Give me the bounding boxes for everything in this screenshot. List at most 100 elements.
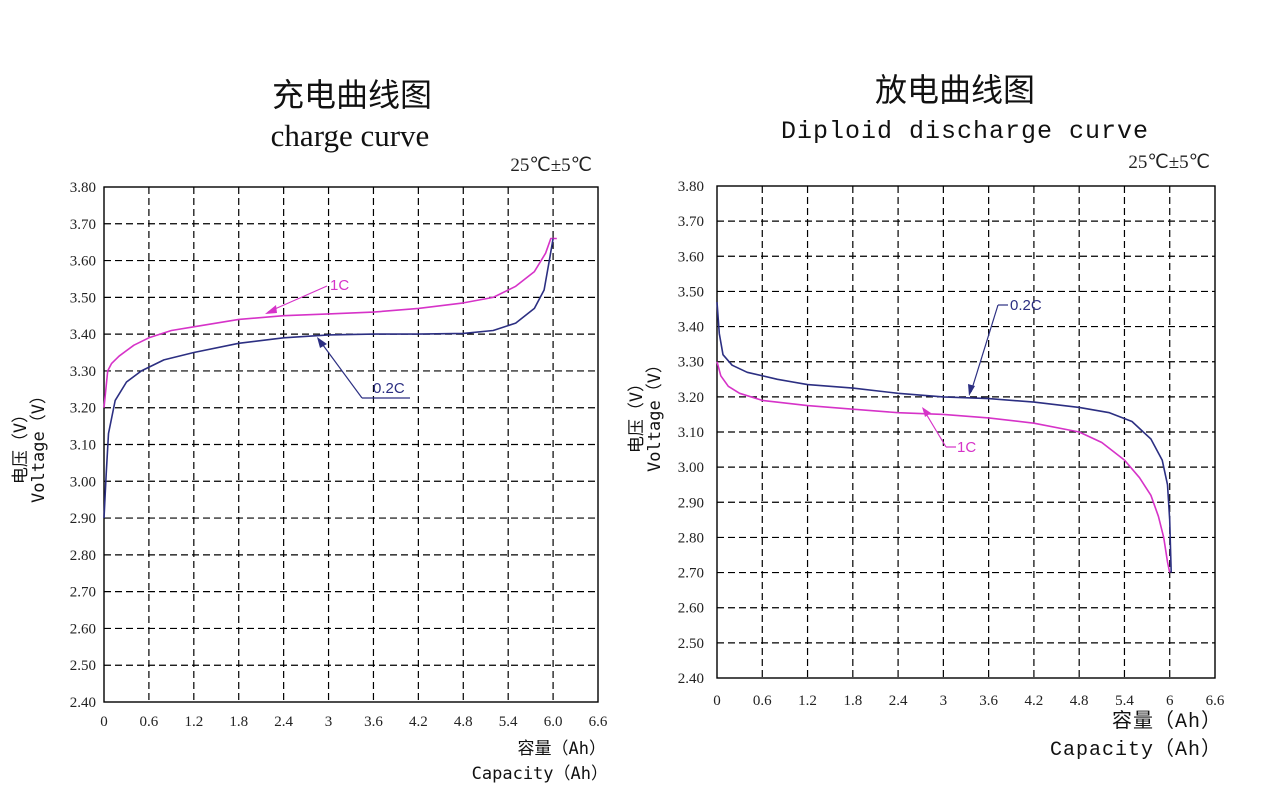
charge-1c-leader-line bbox=[267, 285, 328, 313]
discharge-02c-leader-line bbox=[970, 304, 999, 393]
x-tick-label: 0.6 bbox=[753, 693, 772, 709]
x-tick-label: 3 bbox=[940, 693, 948, 709]
charge-y-ticks: 2.40 2.50 2.60 2.70 2.80 2.90 3.00 3.10 3.20 3.30… bbox=[70, 180, 96, 711]
discharge-y-axis-label: 电压（V） Voltage（V） bbox=[627, 356, 665, 472]
charge-1c-label: 1C bbox=[330, 277, 349, 294]
y-tick-label: 2.70 bbox=[70, 585, 96, 601]
charge-xlabel-cn: 容量（Ah） bbox=[518, 739, 606, 759]
discharge-xlabel-en: Capacity（Ah） bbox=[1050, 737, 1222, 762]
x-tick-label: 1.2 bbox=[798, 693, 817, 709]
charge-annotation-1c: 1C bbox=[265, 277, 349, 314]
discharge-02c-arrowhead bbox=[968, 384, 975, 396]
y-tick-label: 2.40 bbox=[678, 671, 704, 687]
y-tick-label: 3.70 bbox=[70, 217, 96, 233]
y-tick-label: 3.10 bbox=[70, 438, 96, 454]
x-tick-label: 4.8 bbox=[1070, 693, 1089, 709]
series-line-02C bbox=[716, 301, 1172, 573]
y-tick-label: 2.60 bbox=[678, 601, 704, 617]
discharge-1c-leader-line bbox=[924, 411, 947, 448]
x-tick-label: 6.0 bbox=[544, 714, 563, 730]
y-tick-label: 3.30 bbox=[70, 364, 96, 380]
discharge-ylabel-cn: 电压（V） bbox=[627, 375, 647, 453]
y-tick-label: 3.50 bbox=[70, 290, 96, 306]
y-tick-label: 3.60 bbox=[678, 249, 704, 265]
charge-1c-arrowhead bbox=[265, 305, 277, 314]
discharge-chart: 放电曲线图 Diploid discharge curve 25℃±5℃ 2.4… bbox=[627, 71, 1225, 762]
y-tick-label: 2.70 bbox=[678, 566, 704, 582]
y-tick-label: 2.80 bbox=[70, 548, 96, 564]
charge-plot-frame bbox=[103, 186, 599, 703]
discharge-annotation-1c: 1C bbox=[922, 407, 976, 456]
y-tick-label: 3.60 bbox=[70, 254, 96, 270]
x-tick-label: 6 bbox=[1166, 693, 1174, 709]
y-tick-label: 3.10 bbox=[678, 425, 704, 441]
series-line-02C bbox=[103, 238, 554, 519]
charge-temperature-label: 25℃±5℃ bbox=[510, 155, 592, 176]
x-tick-label: 4.8 bbox=[454, 714, 473, 730]
y-tick-label: 2.40 bbox=[70, 695, 96, 711]
discharge-chart-subtitle: Diploid discharge curve bbox=[781, 117, 1149, 146]
y-tick-label: 3.00 bbox=[678, 460, 704, 476]
x-tick-label: 6.6 bbox=[1206, 693, 1225, 709]
x-tick-label: 3 bbox=[325, 714, 333, 730]
charge-series bbox=[103, 237, 557, 519]
x-tick-label: 3.6 bbox=[979, 693, 998, 709]
charge-02c-leader-line bbox=[319, 340, 363, 399]
x-tick-label: 1.8 bbox=[843, 693, 862, 709]
x-tick-label: 4.2 bbox=[1025, 693, 1044, 709]
charge-ylabel-en: Voltage（V） bbox=[29, 387, 49, 503]
x-tick-label: 5.4 bbox=[499, 714, 518, 730]
x-tick-label: 2.4 bbox=[274, 714, 293, 730]
x-tick-label: 0.6 bbox=[140, 714, 159, 730]
charge-xlabel-en: Capacity（Ah） bbox=[472, 764, 608, 784]
series-line-1C bbox=[103, 237, 557, 408]
x-tick-label: 2.4 bbox=[889, 693, 908, 709]
y-tick-label: 3.20 bbox=[678, 390, 704, 406]
x-tick-label: 5.4 bbox=[1115, 693, 1134, 709]
discharge-chart-title: 放电曲线图 bbox=[875, 71, 1035, 109]
y-tick-label: 2.90 bbox=[678, 495, 704, 511]
discharge-02c-label: 0.2C bbox=[1010, 297, 1042, 314]
charge-02c-label: 0.2C bbox=[373, 380, 405, 397]
y-tick-label: 2.60 bbox=[70, 621, 96, 637]
y-tick-label: 3.80 bbox=[70, 180, 96, 196]
x-tick-label: 3.6 bbox=[364, 714, 383, 730]
y-tick-label: 3.40 bbox=[70, 327, 96, 343]
charge-annotation-02c: 0.2C bbox=[317, 337, 410, 399]
y-tick-label: 3.40 bbox=[678, 320, 704, 336]
y-tick-label: 3.30 bbox=[678, 355, 704, 371]
discharge-y-ticks: 2.40 2.50 2.60 2.70 2.80 2.90 3.00 3.10 3.20 3.30… bbox=[678, 179, 704, 687]
charge-02c-arrowhead bbox=[317, 337, 327, 348]
y-tick-label: 3.50 bbox=[678, 284, 704, 300]
discharge-x-ticks: 0 0.6 1.2 1.8 2.4 3 3.6 4.2 4.8 5.4 6 6.6 bbox=[713, 693, 1225, 709]
discharge-plot-frame bbox=[716, 185, 1216, 679]
x-tick-label: 0 bbox=[100, 714, 108, 730]
y-tick-label: 2.50 bbox=[70, 658, 96, 674]
x-tick-label: 6.6 bbox=[589, 714, 608, 730]
discharge-temperature-label: 25℃±5℃ bbox=[1128, 152, 1210, 173]
x-tick-label: 1.2 bbox=[184, 714, 203, 730]
y-tick-label: 3.80 bbox=[678, 179, 704, 195]
discharge-series bbox=[716, 301, 1172, 573]
discharge-ylabel-en: Voltage（V） bbox=[645, 356, 665, 472]
y-tick-label: 2.90 bbox=[70, 511, 96, 527]
y-tick-label: 2.50 bbox=[678, 636, 704, 652]
x-tick-label: 4.2 bbox=[409, 714, 428, 730]
discharge-annotation-02c: 0.2C bbox=[968, 297, 1042, 396]
x-tick-label: 0 bbox=[713, 693, 721, 709]
y-tick-label: 3.00 bbox=[70, 474, 96, 490]
series-line-1C bbox=[716, 361, 1171, 573]
charge-grid bbox=[104, 187, 598, 702]
charge-ylabel-cn: 电压（V） bbox=[11, 406, 31, 484]
charge-chart-title: 充电曲线图 bbox=[272, 76, 432, 114]
charge-chart-subtitle: charge curve bbox=[271, 118, 430, 153]
charge-y-axis-label: 电压（V） Voltage（V） bbox=[11, 387, 49, 503]
y-tick-label: 3.70 bbox=[678, 214, 704, 230]
y-tick-label: 3.20 bbox=[70, 401, 96, 417]
charge-x-ticks: 0 0.6 1.2 1.8 2.4 3 3.6 4.2 4.8 5.4 6.0 6.6 bbox=[100, 714, 608, 730]
discharge-grid bbox=[717, 186, 1215, 678]
discharge-xlabel-cn: 容量（Ah） bbox=[1112, 709, 1222, 734]
discharge-1c-arrowhead bbox=[922, 407, 931, 417]
charge-chart: 充电曲线图 charge curve 25℃±5℃ 2.402.502.602.… bbox=[11, 76, 608, 784]
